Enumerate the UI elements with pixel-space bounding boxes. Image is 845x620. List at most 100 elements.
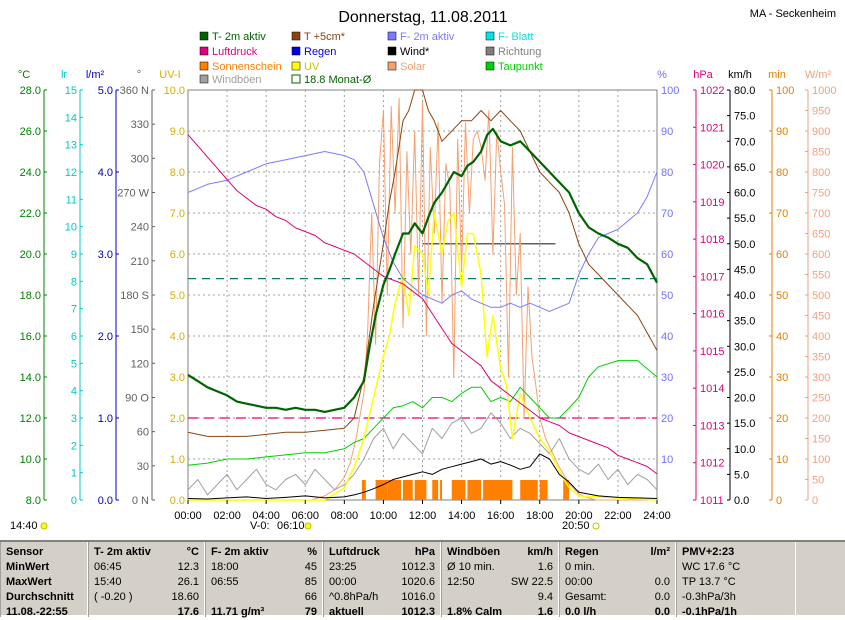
axis-tick-label: 0 [776,495,782,507]
legend-entry: T- 2m aktiv [199,31,266,43]
axis-tick-label: 4.0 [170,331,185,343]
axis-unit: W/m² [805,69,832,81]
stats-row: 9.4 [447,590,553,605]
legend-entry: Solar [387,61,426,73]
stats-header-unit: km/h [527,546,553,558]
axis-tick-label: 360 N [120,85,149,97]
axis-tick-label: 30 [137,461,149,473]
series-line [187,89,658,437]
axis-tick-label: 5.0 [98,85,113,97]
axis-tick-label: 3 [71,413,77,425]
axis-unit: min [768,69,786,81]
axis-tick-label: 350 [812,352,830,364]
legend-label: F- Blatt [498,31,533,43]
axis-unit: °C [18,69,30,81]
axis-tick-label: 20.0 [734,393,755,405]
stats-value: 1012.3 [401,561,435,573]
stats-value: SW 22.5 [510,576,553,588]
legend-label: Regen [304,46,336,58]
stats-col-sensor: Sensor MinWert MaxWert Durchschnitt 11.0… [0,542,88,618]
axis-tick-label: 2.0 [170,413,185,425]
axis-tick-label: 700 [812,208,830,220]
stats-cell: WC 17.6 °C [682,561,741,573]
stats-header: T- 2m aktiv °C [94,545,199,560]
axis-tick-label: 20.0 [20,249,41,261]
stats-value: 45 [304,561,317,573]
axis-tick-label: 950 [812,106,830,118]
legend-swatch [291,74,301,84]
legend-entry: Luftdruck [199,46,258,58]
series-line [187,360,658,466]
stats-row: -0.1hPa/1h [682,605,790,620]
axis-tick-label: 1014 [700,383,724,395]
axis-tick-label: 10.0 [164,85,185,97]
stats-row: WC 17.6 °C [682,560,790,575]
axis-tick-label: 450 [812,311,830,323]
legend-label: Solar [400,61,426,73]
axis-tick-label: 240 [131,222,149,234]
stats-header: F- 2m aktiv% [211,545,317,560]
stats-cell: 00:00 [565,576,593,588]
legend-label: Taupunkt [498,61,543,73]
legend-entry: Sonnenschein [199,61,282,73]
axis-tick-label: 3.0 [170,372,185,384]
legend-entry: UV [291,61,320,73]
axis-tick-label: 9 [71,249,77,261]
axis-tick-label: 15.0 [734,418,755,430]
stats-row: 1.8% Calm 1.6 [447,605,553,620]
axis-unit: ° [137,69,141,81]
axis-unit: hPa [693,69,713,81]
legend-swatch [387,61,397,71]
axis-tick-label: 5.0 [170,290,185,302]
axis-tick-label: 24.0 [20,167,41,179]
stats-cell: Gesamt: [565,591,607,603]
stats-row: ^0.8hPa/h 1016.0 [329,590,435,605]
axis-pressure: hPa 1022 1021 1020 1019 1018 1017 1016 1015 1014 1… [693,69,724,507]
stats-header: Regen l/m² [565,545,670,560]
legend-entry: T +5cm* [291,31,346,43]
legend-swatch [199,31,209,41]
axis-tick-label: 400 [812,331,830,343]
axis-tick-label: 80.0 [734,85,755,97]
stats-row: ( -0.20 ) 18.60 [94,590,199,605]
axis-tick-label: 1013 [700,420,724,432]
legend-swatch [291,61,301,71]
x-tick-label: 14:00 [448,510,476,522]
axis-tick-label: 1019 [700,197,724,209]
stats-cell: 18:00 [211,561,239,573]
axis-tick-label: 50 [776,290,788,302]
stats-cell: 06:55 [211,576,239,588]
axis-tick-label: 330 [131,119,149,131]
stats-row: -0.3hPa/3h [682,590,790,605]
legend-entry: Regen [291,46,336,58]
axis-tick-label: 0.0 [98,495,113,507]
legend-label: T- 2m aktiv [212,31,266,43]
stats-cell: ( -0.20 ) [94,591,133,603]
axis-tick-label: 26.0 [20,126,41,138]
axis-tick-label: 50 [661,290,673,302]
stats-col-gusts: Windböen km/h Ø 10 min. 1.6 12:50 SW 22.5 9.4 1… [441,542,559,620]
weather-chart: °C28.026.024.022.020.018.016.014.012.010… [10,8,837,532]
chart-title: Donnerstag, 11.08.2011 [338,9,507,26]
axis-tick-label: 40 [776,331,788,343]
stats-label-current: 11.08.-22:55 [6,606,68,618]
stats-row: 23:25 1012.3 [329,560,435,575]
axis-tick-label: 20 [776,413,788,425]
sunrise-prefix: V-0: [250,520,270,532]
axis-tick-label: 1022 [700,85,724,97]
stats-cell: 0.0 l/h [565,606,597,618]
daylight-duration: 14:40 [10,520,38,532]
stats-row: 17.6 [94,605,199,620]
stats-value: 0.0 [654,591,670,603]
stats-row: 18:00 45 [211,560,317,575]
axis-solar: W/m²100095090085080075070065060055050045… [805,69,837,507]
stats-row: 15:40 26.1 [94,575,199,590]
stats-label-max: MaxWert [6,576,52,588]
legend-label: Luftdruck [212,46,258,58]
stats-value: 66 [304,591,317,603]
stats-header-unit: l/m² [650,546,670,558]
stats-cell: 12:50 [447,576,475,588]
legend-swatch [485,61,495,71]
sunshine-bar [483,480,513,500]
